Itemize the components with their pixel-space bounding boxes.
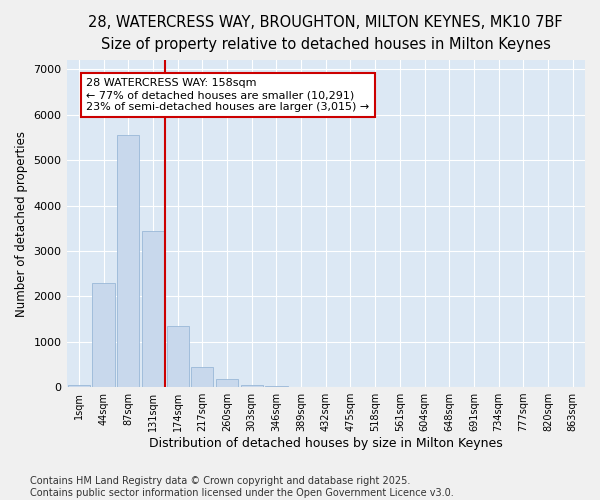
- Bar: [216, 379, 238, 387]
- Bar: [241, 385, 263, 387]
- Bar: [265, 386, 287, 387]
- Y-axis label: Number of detached properties: Number of detached properties: [15, 130, 28, 316]
- Bar: [167, 326, 189, 387]
- Bar: [117, 135, 139, 387]
- Text: Contains HM Land Registry data © Crown copyright and database right 2025.
Contai: Contains HM Land Registry data © Crown c…: [30, 476, 454, 498]
- X-axis label: Distribution of detached houses by size in Milton Keynes: Distribution of detached houses by size …: [149, 437, 503, 450]
- Bar: [92, 282, 115, 387]
- Bar: [142, 230, 164, 387]
- Text: 28 WATERCRESS WAY: 158sqm
← 77% of detached houses are smaller (10,291)
23% of s: 28 WATERCRESS WAY: 158sqm ← 77% of detac…: [86, 78, 370, 112]
- Bar: [191, 366, 214, 387]
- Title: 28, WATERCRESS WAY, BROUGHTON, MILTON KEYNES, MK10 7BF
Size of property relative: 28, WATERCRESS WAY, BROUGHTON, MILTON KE…: [88, 15, 563, 52]
- Bar: [68, 385, 90, 387]
